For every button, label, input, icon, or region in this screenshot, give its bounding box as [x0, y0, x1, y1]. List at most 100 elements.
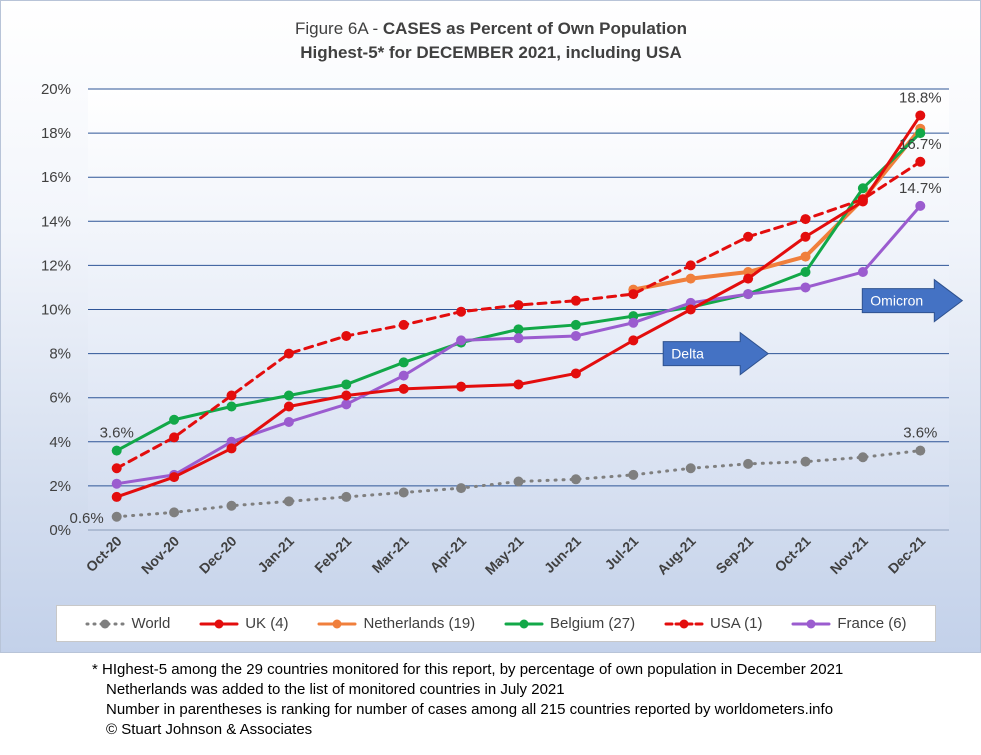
- data-point: [169, 472, 180, 483]
- footnotes: * HIghest-5 among the 29 countries monit…: [92, 660, 843, 740]
- data-point: [283, 416, 294, 427]
- legend-label: France (6): [837, 615, 907, 632]
- data-point: [456, 483, 467, 494]
- data-point: [398, 370, 409, 381]
- x-tick-label: Jul-21: [601, 533, 641, 573]
- legend-swatch: [317, 619, 357, 628]
- data-point: [341, 330, 352, 341]
- legend-item: France (6): [791, 615, 907, 632]
- x-tick-label: Mar-21: [369, 533, 412, 576]
- y-tick-label: 20%: [41, 81, 71, 98]
- data-point: [169, 507, 180, 518]
- data-point: [456, 335, 467, 346]
- data-point: [341, 390, 352, 401]
- data-label: 3.6%: [100, 425, 134, 442]
- annotation-arrow: [861, 278, 964, 323]
- y-tick-label: 16%: [41, 169, 71, 186]
- data-point: [628, 317, 639, 328]
- data-point: [513, 300, 524, 311]
- legend-swatch: [199, 619, 239, 628]
- y-tick-label: 14%: [41, 213, 71, 230]
- legend-label: World: [131, 615, 171, 632]
- data-point: [456, 381, 467, 392]
- x-tick-label: Apr-21: [427, 533, 470, 576]
- footnote-4: © Stuart Johnson & Associates: [106, 721, 313, 738]
- y-tick-label: 4%: [49, 434, 71, 451]
- legend-swatch: [664, 619, 704, 628]
- data-point: [283, 496, 294, 507]
- y-tick-label: 12%: [41, 257, 71, 274]
- data-point: [685, 463, 696, 474]
- legend-label: USA (1): [709, 615, 763, 632]
- chart-area: Figure 6A - CASES as Percent of Own Popu…: [0, 0, 981, 653]
- data-label: 18.8%: [899, 89, 942, 106]
- series-usa: [111, 156, 926, 474]
- data-point: [513, 379, 524, 390]
- data-point: [283, 348, 294, 359]
- chart-title-line1: Figure 6A - CASES as Percent of Own Popu…: [295, 19, 687, 38]
- data-point: [857, 183, 868, 194]
- legend-item: UK (4): [199, 615, 289, 632]
- data-point: [570, 368, 581, 379]
- data-point: [111, 445, 122, 456]
- x-tick-label: Sep-21: [712, 533, 756, 577]
- data-point: [800, 231, 811, 242]
- x-tick-label: Aug-21: [654, 533, 699, 578]
- data-point: [743, 458, 754, 469]
- line-chart: Figure 6A - CASES as Percent of Own Popu…: [41, 19, 964, 578]
- data-point: [398, 357, 409, 368]
- title-bold: CASES as Percent of Own Population: [383, 19, 687, 38]
- data-point: [915, 445, 926, 456]
- annotation-arrow: [662, 331, 770, 376]
- data-point: [800, 251, 811, 262]
- x-tick-label: Nov-21: [827, 533, 871, 577]
- data-point: [570, 474, 581, 485]
- data-point: [226, 443, 237, 454]
- data-point: [570, 319, 581, 330]
- data-point: [226, 401, 237, 412]
- data-point: [341, 399, 352, 410]
- data-label: 16.7%: [899, 136, 942, 153]
- data-point: [915, 128, 926, 139]
- data-point: [857, 194, 868, 205]
- data-point: [398, 487, 409, 498]
- data-point: [685, 304, 696, 315]
- data-point: [283, 401, 294, 412]
- title-prefix: Figure 6A -: [295, 19, 383, 38]
- data-point: [111, 491, 122, 502]
- data-point: [398, 319, 409, 330]
- data-point: [743, 273, 754, 284]
- y-tick-label: 18%: [41, 125, 71, 142]
- y-tick-label: 2%: [49, 478, 71, 495]
- data-point: [800, 267, 811, 278]
- x-tick-label: Oct-21: [771, 533, 813, 575]
- footnote-1: * HIghest-5 among the 29 countries monit…: [92, 661, 844, 678]
- data-point: [283, 390, 294, 401]
- data-point: [570, 295, 581, 306]
- y-tick-label: 8%: [49, 346, 71, 363]
- legend-item: World: [85, 615, 170, 632]
- data-point: [226, 390, 237, 401]
- data-point: [341, 379, 352, 390]
- data-point: [226, 500, 237, 511]
- data-point: [513, 324, 524, 335]
- data-point: [743, 289, 754, 300]
- legend-swatch: [85, 619, 125, 628]
- data-point: [857, 267, 868, 278]
- data-point: [685, 273, 696, 284]
- y-tick-label: 6%: [49, 390, 71, 407]
- footnote-2: Netherlands was added to the list of mon…: [106, 681, 565, 698]
- data-point: [743, 231, 754, 242]
- data-label: 0.6%: [69, 510, 103, 527]
- y-tick-label: 10%: [41, 302, 71, 319]
- legend-label: UK (4): [245, 615, 289, 632]
- x-tick-label: Dec-20: [196, 533, 240, 577]
- x-tick-label: Oct-20: [83, 533, 125, 575]
- x-tick-label: Jun-21: [541, 533, 584, 576]
- series-world: [111, 445, 926, 522]
- data-point: [800, 456, 811, 467]
- data-point: [915, 156, 926, 167]
- data-label: 3.6%: [903, 425, 937, 442]
- data-point: [685, 260, 696, 271]
- data-point: [915, 110, 926, 121]
